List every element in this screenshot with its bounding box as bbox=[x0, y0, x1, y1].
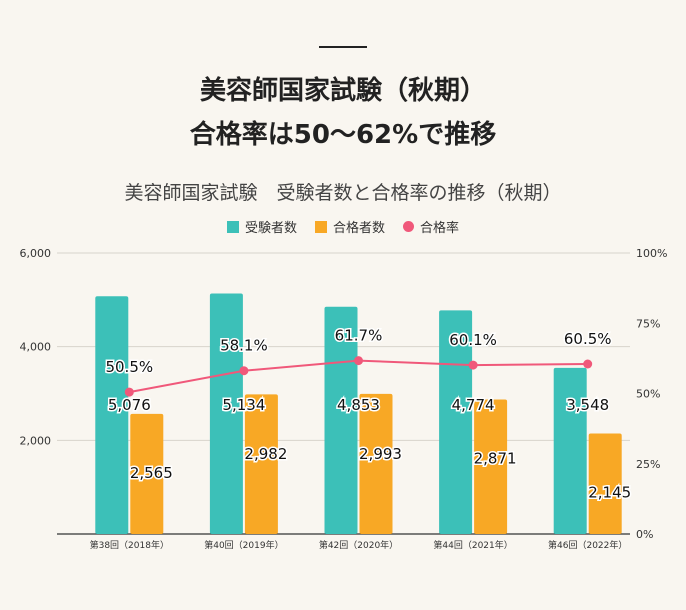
examinees-label: 5,134 bbox=[222, 396, 265, 414]
pass-rate-label: 61.7% bbox=[335, 327, 383, 345]
pass-rate-line bbox=[129, 359, 588, 394]
headline-line-1: 美容師国家試験（秋期） bbox=[199, 76, 486, 106]
legend-item-passers: 合格者数 bbox=[314, 217, 385, 236]
y-right-tick-label: 25% bbox=[636, 458, 660, 471]
x-tick-label: 第42回（2020年） bbox=[319, 539, 398, 551]
passers-label: 2,145 bbox=[588, 484, 631, 502]
bar-passers bbox=[130, 413, 164, 534]
bar-passers bbox=[359, 393, 393, 534]
legend-label: 合格者数 bbox=[332, 221, 385, 236]
passers-label: 2,993 bbox=[359, 445, 402, 463]
pass-rate-point bbox=[354, 356, 363, 366]
headline-line-2: 合格率は50～62%で推移 bbox=[189, 120, 497, 150]
legend-item-pass-rate: 合格率 bbox=[403, 217, 459, 236]
bar-examinees bbox=[209, 293, 243, 534]
passers-label: 2,871 bbox=[474, 450, 517, 468]
title-rule bbox=[319, 46, 367, 48]
pass-rate-point bbox=[468, 360, 478, 370]
passers-label: 2,982 bbox=[244, 445, 287, 463]
examinees-label: 4,774 bbox=[452, 396, 495, 414]
bar-examinees bbox=[95, 296, 129, 534]
passers-label: 2,565 bbox=[130, 464, 173, 482]
legend-swatch bbox=[226, 220, 239, 233]
y-right-tick-label: 100% bbox=[636, 247, 667, 260]
y-right-tick-label: 0% bbox=[636, 528, 653, 541]
y-left-tick-label: 6,000 bbox=[20, 247, 52, 260]
pass-rate-label: 58.1% bbox=[220, 337, 268, 355]
y-right-tick-label: 50% bbox=[636, 388, 660, 401]
legend-swatch bbox=[403, 221, 414, 232]
examinees-label: 3,548 bbox=[566, 396, 609, 414]
x-tick-label: 第44回（2021年） bbox=[433, 539, 512, 551]
pass-rate-point bbox=[239, 366, 249, 376]
y-left-tick-label: 2,000 bbox=[20, 434, 52, 447]
x-tick-label: 第46回（2022年） bbox=[548, 539, 627, 551]
pass-rate-label: 60.5% bbox=[564, 330, 612, 348]
bar-passers bbox=[474, 399, 508, 534]
bar-passers bbox=[244, 394, 278, 534]
legend-label: 合格率 bbox=[420, 221, 460, 236]
y-right-tick-label: 75% bbox=[636, 317, 660, 330]
pass-rate-label: 60.1% bbox=[449, 331, 497, 349]
legend-item-examinees: 受験者数 bbox=[226, 217, 297, 236]
legend-label: 受験者数 bbox=[244, 221, 297, 236]
bar-examinees bbox=[439, 310, 473, 534]
legend: 受験者数 合格者数 合格率 bbox=[0, 217, 686, 236]
x-tick-label: 第38回（2018年） bbox=[90, 539, 169, 551]
bar-passers bbox=[588, 433, 622, 534]
legend-swatch bbox=[314, 220, 327, 233]
examinees-label: 5,076 bbox=[108, 396, 151, 414]
chart-title: 美容師国家試験 受験者数と合格率の推移（秋期） bbox=[124, 182, 562, 204]
x-tick-label: 第40回（2019年） bbox=[204, 539, 283, 551]
examinees-label: 4,853 bbox=[337, 396, 380, 414]
pass-rate-label: 50.5% bbox=[105, 358, 153, 376]
y-left-tick-label: 4,000 bbox=[20, 341, 52, 354]
pass-rate-point bbox=[583, 359, 593, 369]
bar-examinees bbox=[553, 367, 587, 534]
pass-rate-point bbox=[124, 387, 134, 397]
